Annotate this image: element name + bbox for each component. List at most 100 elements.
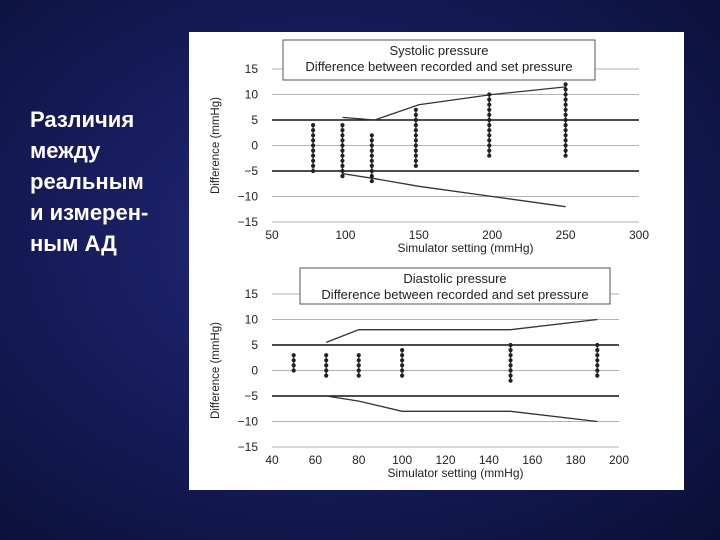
data-point bbox=[487, 102, 492, 107]
y-tick-label: −10 bbox=[238, 190, 259, 204]
data-point bbox=[487, 153, 492, 158]
data-point bbox=[487, 148, 492, 153]
data-point bbox=[311, 123, 316, 128]
data-point bbox=[340, 143, 345, 148]
y-tick-label: −15 bbox=[238, 440, 259, 454]
data-point bbox=[291, 363, 296, 368]
y-tick-label: −15 bbox=[238, 215, 259, 229]
x-tick-label: 200 bbox=[482, 228, 502, 242]
data-point bbox=[369, 158, 374, 163]
chart-subtitle: Difference between recorded and set pres… bbox=[305, 59, 572, 74]
data-point bbox=[356, 368, 361, 373]
data-point bbox=[369, 143, 374, 148]
slide-title: Различия между реальным и измерен- ным А… bbox=[30, 104, 180, 259]
data-point bbox=[413, 138, 418, 143]
data-point bbox=[487, 128, 492, 133]
data-point bbox=[291, 353, 296, 358]
data-point bbox=[563, 112, 568, 117]
data-point bbox=[508, 353, 513, 358]
data-point bbox=[508, 348, 513, 353]
data-point bbox=[311, 153, 316, 158]
data-point bbox=[400, 363, 405, 368]
data-point bbox=[311, 143, 316, 148]
x-tick-label: 100 bbox=[392, 453, 412, 467]
y-tick-label: 0 bbox=[251, 364, 258, 378]
data-point bbox=[563, 82, 568, 87]
data-point bbox=[563, 138, 568, 143]
chart-subtitle: Difference between recorded and set pres… bbox=[321, 287, 588, 302]
x-tick-label: 80 bbox=[352, 453, 366, 467]
data-point bbox=[291, 358, 296, 363]
data-point bbox=[311, 148, 316, 153]
data-point bbox=[595, 358, 600, 363]
data-point bbox=[413, 112, 418, 117]
data-point bbox=[508, 378, 513, 383]
data-point bbox=[595, 348, 600, 353]
data-point bbox=[413, 153, 418, 158]
data-point bbox=[400, 368, 405, 373]
slide-title-line: между bbox=[30, 138, 101, 163]
slide-title-line: и измерен- bbox=[30, 200, 149, 225]
data-point bbox=[340, 133, 345, 138]
data-point bbox=[413, 107, 418, 112]
data-point bbox=[356, 353, 361, 358]
data-point bbox=[563, 102, 568, 107]
data-point bbox=[563, 123, 568, 128]
chart-title: Systolic pressure bbox=[390, 43, 489, 58]
data-point bbox=[508, 342, 513, 348]
data-point bbox=[487, 138, 492, 143]
data-point bbox=[324, 368, 329, 373]
data-point bbox=[413, 123, 418, 128]
data-point bbox=[563, 117, 568, 123]
data-point bbox=[340, 153, 345, 158]
data-point bbox=[487, 143, 492, 148]
data-point bbox=[413, 133, 418, 138]
upper-tolerance-line bbox=[325, 318, 598, 344]
data-point bbox=[563, 128, 568, 133]
chart-title-box bbox=[282, 39, 596, 81]
data-point bbox=[400, 373, 405, 378]
x-tick-label: 140 bbox=[479, 453, 499, 467]
data-point bbox=[563, 87, 568, 92]
data-point bbox=[413, 148, 418, 153]
x-tick-label: 60 bbox=[309, 453, 323, 467]
data-point bbox=[413, 158, 418, 163]
data-point bbox=[311, 158, 316, 163]
data-point bbox=[369, 133, 374, 138]
slide-title-line: Различия bbox=[30, 107, 135, 132]
data-point bbox=[369, 148, 374, 153]
data-point bbox=[413, 128, 418, 133]
data-point bbox=[311, 138, 316, 143]
y-tick-label: 10 bbox=[245, 88, 259, 102]
data-point bbox=[311, 133, 316, 138]
y-tick-label: −5 bbox=[244, 164, 258, 178]
data-point bbox=[369, 153, 374, 158]
data-point bbox=[487, 92, 492, 97]
data-point bbox=[563, 133, 568, 138]
data-point bbox=[324, 358, 329, 363]
data-point bbox=[508, 373, 513, 378]
data-point bbox=[487, 112, 492, 117]
data-point bbox=[340, 163, 345, 168]
data-point bbox=[311, 163, 316, 168]
data-point bbox=[291, 368, 296, 373]
data-point bbox=[324, 353, 329, 358]
data-point bbox=[369, 168, 374, 174]
y-tick-label: 15 bbox=[245, 287, 259, 301]
data-point bbox=[563, 153, 568, 158]
y-tick-label: 0 bbox=[251, 139, 258, 153]
x-tick-label: 40 bbox=[265, 453, 279, 467]
data-point bbox=[340, 138, 345, 143]
data-point bbox=[595, 353, 600, 358]
lower-tolerance-line bbox=[326, 395, 598, 423]
data-point bbox=[595, 368, 600, 373]
data-point bbox=[487, 123, 492, 128]
data-point bbox=[563, 143, 568, 148]
data-point bbox=[508, 368, 513, 373]
x-tick-label: 250 bbox=[556, 228, 576, 242]
lower-tolerance-line bbox=[342, 172, 566, 208]
x-tick-label: 300 bbox=[629, 228, 649, 242]
data-point bbox=[595, 373, 600, 378]
data-point bbox=[340, 168, 345, 174]
